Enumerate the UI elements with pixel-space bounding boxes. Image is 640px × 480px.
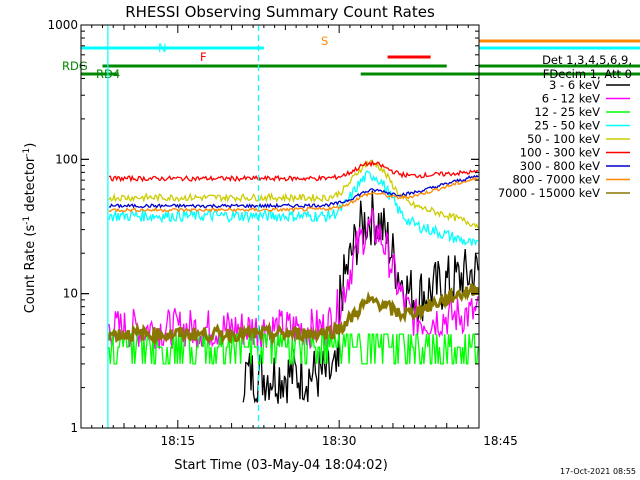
legend-entry-label: 800 - 7000 keV <box>512 173 600 187</box>
series-line-5 <box>108 159 479 229</box>
orbit-markers <box>107 25 260 428</box>
flag-label-f: F <box>200 50 207 64</box>
x-axis-label: Start Time (03-May-04 18:04:02) <box>174 458 388 473</box>
legend-entry-label: 50 - 100 keV <box>527 132 600 146</box>
x-tick-label: 18:30 <box>322 434 357 448</box>
plot-frame <box>80 24 480 429</box>
legend-entry-label: 7000 - 15000 keV <box>498 186 600 200</box>
y-tick-label: 1 <box>70 421 78 435</box>
series-line-6 <box>108 159 479 183</box>
y-axis-label: Count Rate (s-1 detector-1) <box>22 143 38 314</box>
legend-entry-label: 12 - 25 keV <box>534 105 600 119</box>
flag-label-n: N <box>158 41 167 55</box>
legend-entry-label: 100 - 300 keV <box>520 146 600 160</box>
y-label-end: ) <box>23 143 38 148</box>
data-series <box>107 159 480 404</box>
legend-entry-label: 25 - 50 keV <box>534 119 600 133</box>
x-tick-label: 18:15 <box>161 434 196 448</box>
legend-entry-label: 6 - 12 keV <box>542 92 600 106</box>
x-tick-label: 18:45 <box>483 434 518 448</box>
legend-header-line: FDecim 1, Att 0 <box>543 67 632 81</box>
series-line-7 <box>108 174 479 209</box>
series-line-1 <box>242 190 479 404</box>
series-line-3 <box>108 333 479 365</box>
y-label-main: Count Rate (s <box>23 225 38 314</box>
series-line-9 <box>107 283 480 346</box>
legend: Det 1,3,4,5,6,9,FDecim 1, Att 03 - 6 keV… <box>498 53 632 200</box>
flag-label-rdg: RDG <box>62 59 88 73</box>
legend-entry-label: 3 - 6 keV <box>549 78 600 92</box>
y-tick-label: 10 <box>63 287 78 301</box>
y-tick-label: 1000 <box>47 18 78 32</box>
y-label-sup2: -1 <box>22 148 32 157</box>
y-label-mid: detector <box>23 156 38 216</box>
y-label-sup1: -1 <box>22 216 32 225</box>
y-tick-label: 100 <box>55 152 78 166</box>
footer-date: 17-Oct-2021 08:55 <box>560 467 636 476</box>
series-line-4 <box>108 170 479 246</box>
series-line-8 <box>108 176 479 213</box>
legend-entry-label: 300 - 800 keV <box>520 159 600 173</box>
legend-header-line: Det 1,3,4,5,6,9, <box>542 53 632 67</box>
flag-label-s: S <box>321 34 328 48</box>
chart-title: RHESSI Observing Summary Count Rates <box>125 3 435 21</box>
